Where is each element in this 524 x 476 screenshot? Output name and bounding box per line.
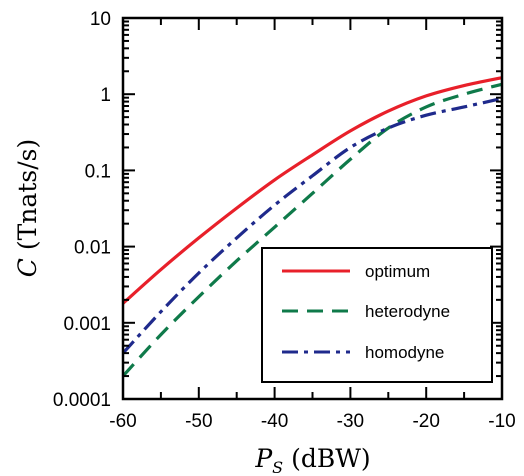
y-tick-label: 0.01 [74, 238, 111, 259]
legend-label-heterodyne: heterodyne [365, 302, 450, 321]
x-tick-label: -20 [412, 411, 439, 432]
x-axis-label: PS (dBW) [254, 444, 370, 476]
legend-label-optimum: optimum [365, 262, 430, 281]
series-line-heterodyne [121, 82, 503, 378]
legend: optimum heterodyne homodyne [261, 247, 493, 383]
y-tick-label: 0.001 [63, 314, 111, 335]
axis-ticks [122, 17, 503, 400]
y-tick-label: 0.1 [85, 161, 111, 182]
x-tick-label: -40 [261, 411, 288, 432]
x-tick-label: -30 [337, 411, 364, 432]
series-line-homodyne [121, 96, 503, 355]
series-line-optimum [121, 76, 503, 305]
y-tick-label: 1 [100, 85, 111, 106]
y-tick-labels: 0.0001 0.001 0.01 0.1 1 10 [53, 9, 111, 411]
x-tick-label: -60 [109, 411, 136, 432]
x-tick-label: -10 [488, 411, 515, 432]
y-tick-label: 10 [90, 9, 111, 30]
x-tick-labels: -60 -50 -40 -30 -20 -10 [109, 411, 515, 432]
legend-label-homodyne: homodyne [365, 343, 444, 362]
series-lines [121, 76, 503, 378]
x-tick-label: -50 [185, 411, 212, 432]
y-axis-label: C (Tnats/s) [13, 139, 42, 277]
y-tick-label: 0.0001 [53, 390, 111, 411]
